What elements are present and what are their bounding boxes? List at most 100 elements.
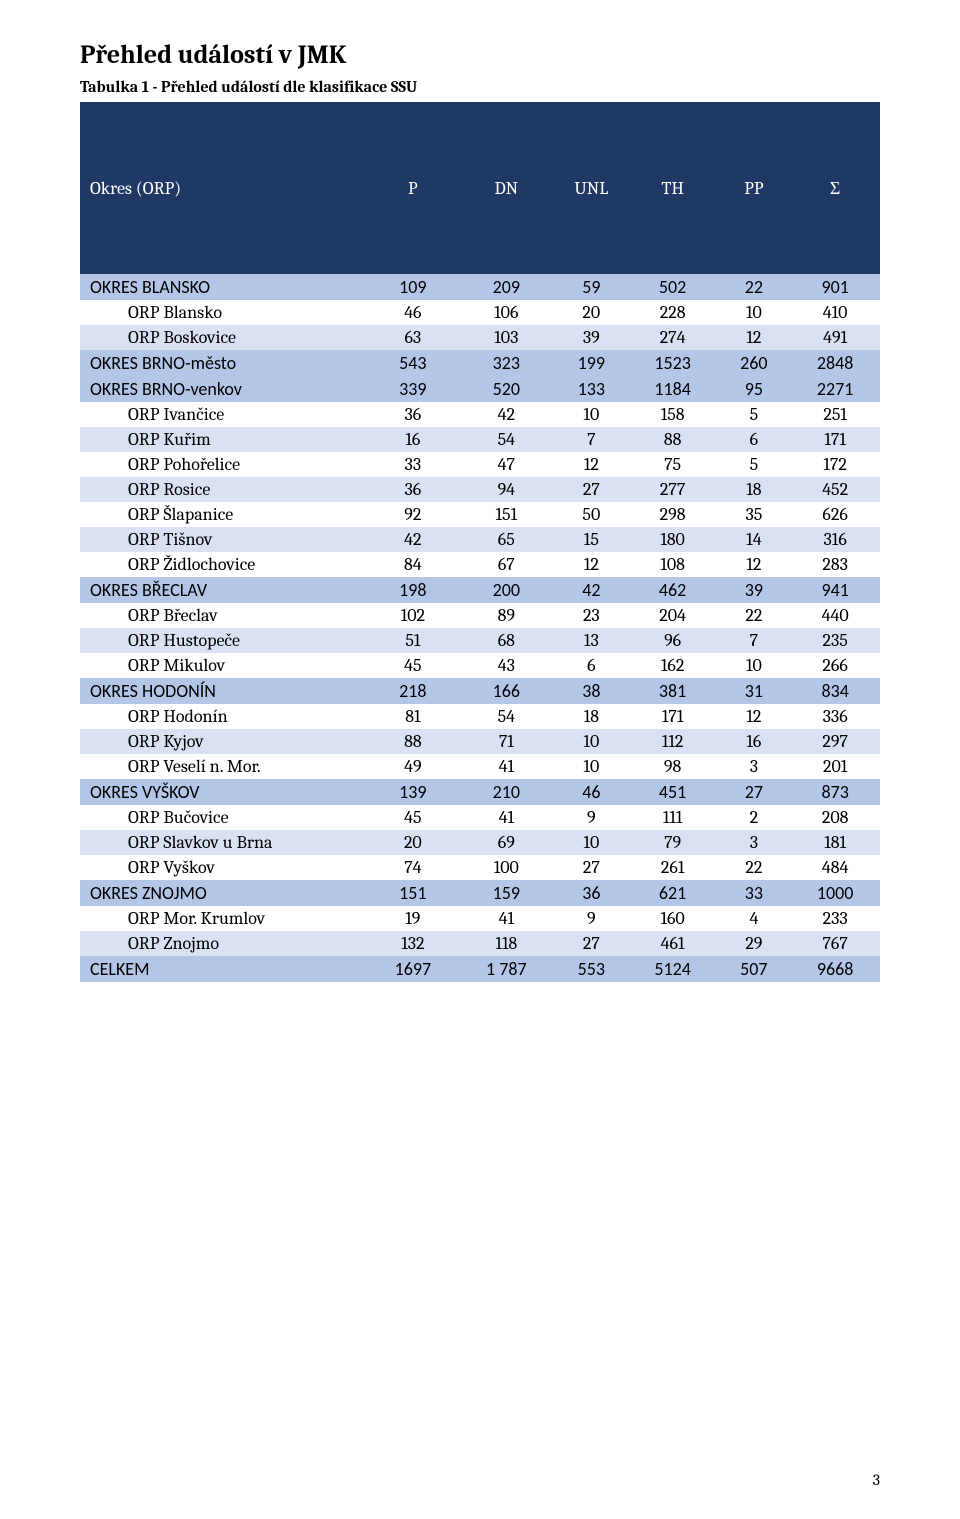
row-value: 2848 — [790, 350, 880, 376]
table-row: OKRES BLANSKO1092095950222901 — [80, 274, 880, 300]
row-value: 45 — [368, 805, 458, 830]
table-row: ORP Břeclav102892320422440 — [80, 603, 880, 628]
col-okres: Okres (ORP) — [80, 102, 368, 274]
row-value: 484 — [790, 855, 880, 880]
row-value: 283 — [790, 552, 880, 577]
row-value: 29 — [717, 931, 790, 956]
row-value: 88 — [628, 427, 718, 452]
row-value: 36 — [368, 402, 458, 427]
row-value: 49 — [368, 754, 458, 779]
row-value: 491 — [790, 325, 880, 350]
table-row: ORP Mikulov4543616210266 — [80, 653, 880, 678]
table-row: ORP Boskovice631033927412491 — [80, 325, 880, 350]
row-value: 410 — [790, 300, 880, 325]
row-value: 941 — [790, 577, 880, 603]
row-label: ORP Mor. Krumlov — [80, 906, 368, 931]
row-label: OKRES BLANSKO — [80, 274, 368, 300]
row-value: 67 — [458, 552, 555, 577]
row-value: 27 — [555, 855, 628, 880]
row-label: ORP Bučovice — [80, 805, 368, 830]
row-label: ORP Hodonín — [80, 704, 368, 729]
row-value: 12 — [717, 325, 790, 350]
table-row: ORP Blansko461062022810410 — [80, 300, 880, 325]
page-title: Přehled událostí v JMK — [80, 40, 880, 70]
row-value: 20 — [555, 300, 628, 325]
row-value: 3 — [717, 830, 790, 855]
row-value: 228 — [628, 300, 718, 325]
table-row: ORP Hustopeče516813967235 — [80, 628, 880, 653]
row-label: ORP Vyškov — [80, 855, 368, 880]
row-value: 901 — [790, 274, 880, 300]
row-value: 461 — [628, 931, 718, 956]
table-row: ORP Vyškov741002726122484 — [80, 855, 880, 880]
row-value: 59 — [555, 274, 628, 300]
row-value: 209 — [458, 274, 555, 300]
row-value: 45 — [368, 653, 458, 678]
row-value: 621 — [628, 880, 718, 906]
row-value: 235 — [790, 628, 880, 653]
row-value: 3 — [717, 754, 790, 779]
row-value: 103 — [458, 325, 555, 350]
row-value: 39 — [555, 325, 628, 350]
col-th: TH — [628, 102, 718, 274]
row-value: 10 — [555, 754, 628, 779]
row-value: 266 — [790, 653, 880, 678]
row-value: 16 — [717, 729, 790, 754]
row-value: 440 — [790, 603, 880, 628]
row-value: 100 — [458, 855, 555, 880]
row-value: 18 — [555, 704, 628, 729]
row-value: 199 — [555, 350, 628, 376]
table-row: OKRES VYŠKOV1392104645127873 — [80, 779, 880, 805]
row-value: 218 — [368, 678, 458, 704]
row-value: 181 — [790, 830, 880, 855]
row-value: 111 — [628, 805, 718, 830]
table-row: ORP Rosice36942727718452 — [80, 477, 880, 502]
row-value: 14 — [717, 527, 790, 552]
table-row: ORP Veselí n. Mor.494110983201 — [80, 754, 880, 779]
row-value: 33 — [717, 880, 790, 906]
row-label: ORP Znojmo — [80, 931, 368, 956]
row-value: 51 — [368, 628, 458, 653]
row-value: 133 — [555, 376, 628, 402]
row-value: 108 — [628, 552, 718, 577]
row-value: 166 — [458, 678, 555, 704]
table-row: ORP Šlapanice921515029835626 — [80, 502, 880, 527]
row-value: 41 — [458, 754, 555, 779]
row-value: 132 — [368, 931, 458, 956]
row-value: 94 — [458, 477, 555, 502]
row-value: 54 — [458, 427, 555, 452]
row-value: 1000 — [790, 880, 880, 906]
row-value: 47 — [458, 452, 555, 477]
row-value: 204 — [628, 603, 718, 628]
row-label: ORP Kuřim — [80, 427, 368, 452]
row-label: ORP Kyjov — [80, 729, 368, 754]
row-value: 41 — [458, 805, 555, 830]
row-value: 16 — [368, 427, 458, 452]
row-value: 33 — [368, 452, 458, 477]
row-label: ORP Tišnov — [80, 527, 368, 552]
row-value: 260 — [717, 350, 790, 376]
row-value: 46 — [368, 300, 458, 325]
table-row: ORP Pohořelice334712755172 — [80, 452, 880, 477]
row-value: 626 — [790, 502, 880, 527]
row-value: 12 — [555, 552, 628, 577]
row-value: 36 — [368, 477, 458, 502]
row-value: 46 — [555, 779, 628, 805]
table-body: OKRES BLANSKO1092095950222901ORP Blansko… — [80, 274, 880, 982]
row-value: 452 — [790, 477, 880, 502]
row-value: 89 — [458, 603, 555, 628]
row-value: 1 787 — [458, 956, 555, 982]
row-value: 98 — [628, 754, 718, 779]
row-value: 233 — [790, 906, 880, 931]
row-value: 106 — [458, 300, 555, 325]
row-value: 9668 — [790, 956, 880, 982]
row-value: 36 — [555, 880, 628, 906]
row-value: 102 — [368, 603, 458, 628]
row-value: 200 — [458, 577, 555, 603]
row-value: 251 — [790, 402, 880, 427]
col-p: P — [368, 102, 458, 274]
page-number: 3 — [873, 1471, 880, 1489]
row-value: 35 — [717, 502, 790, 527]
row-value: 18 — [717, 477, 790, 502]
row-value: 22 — [717, 855, 790, 880]
